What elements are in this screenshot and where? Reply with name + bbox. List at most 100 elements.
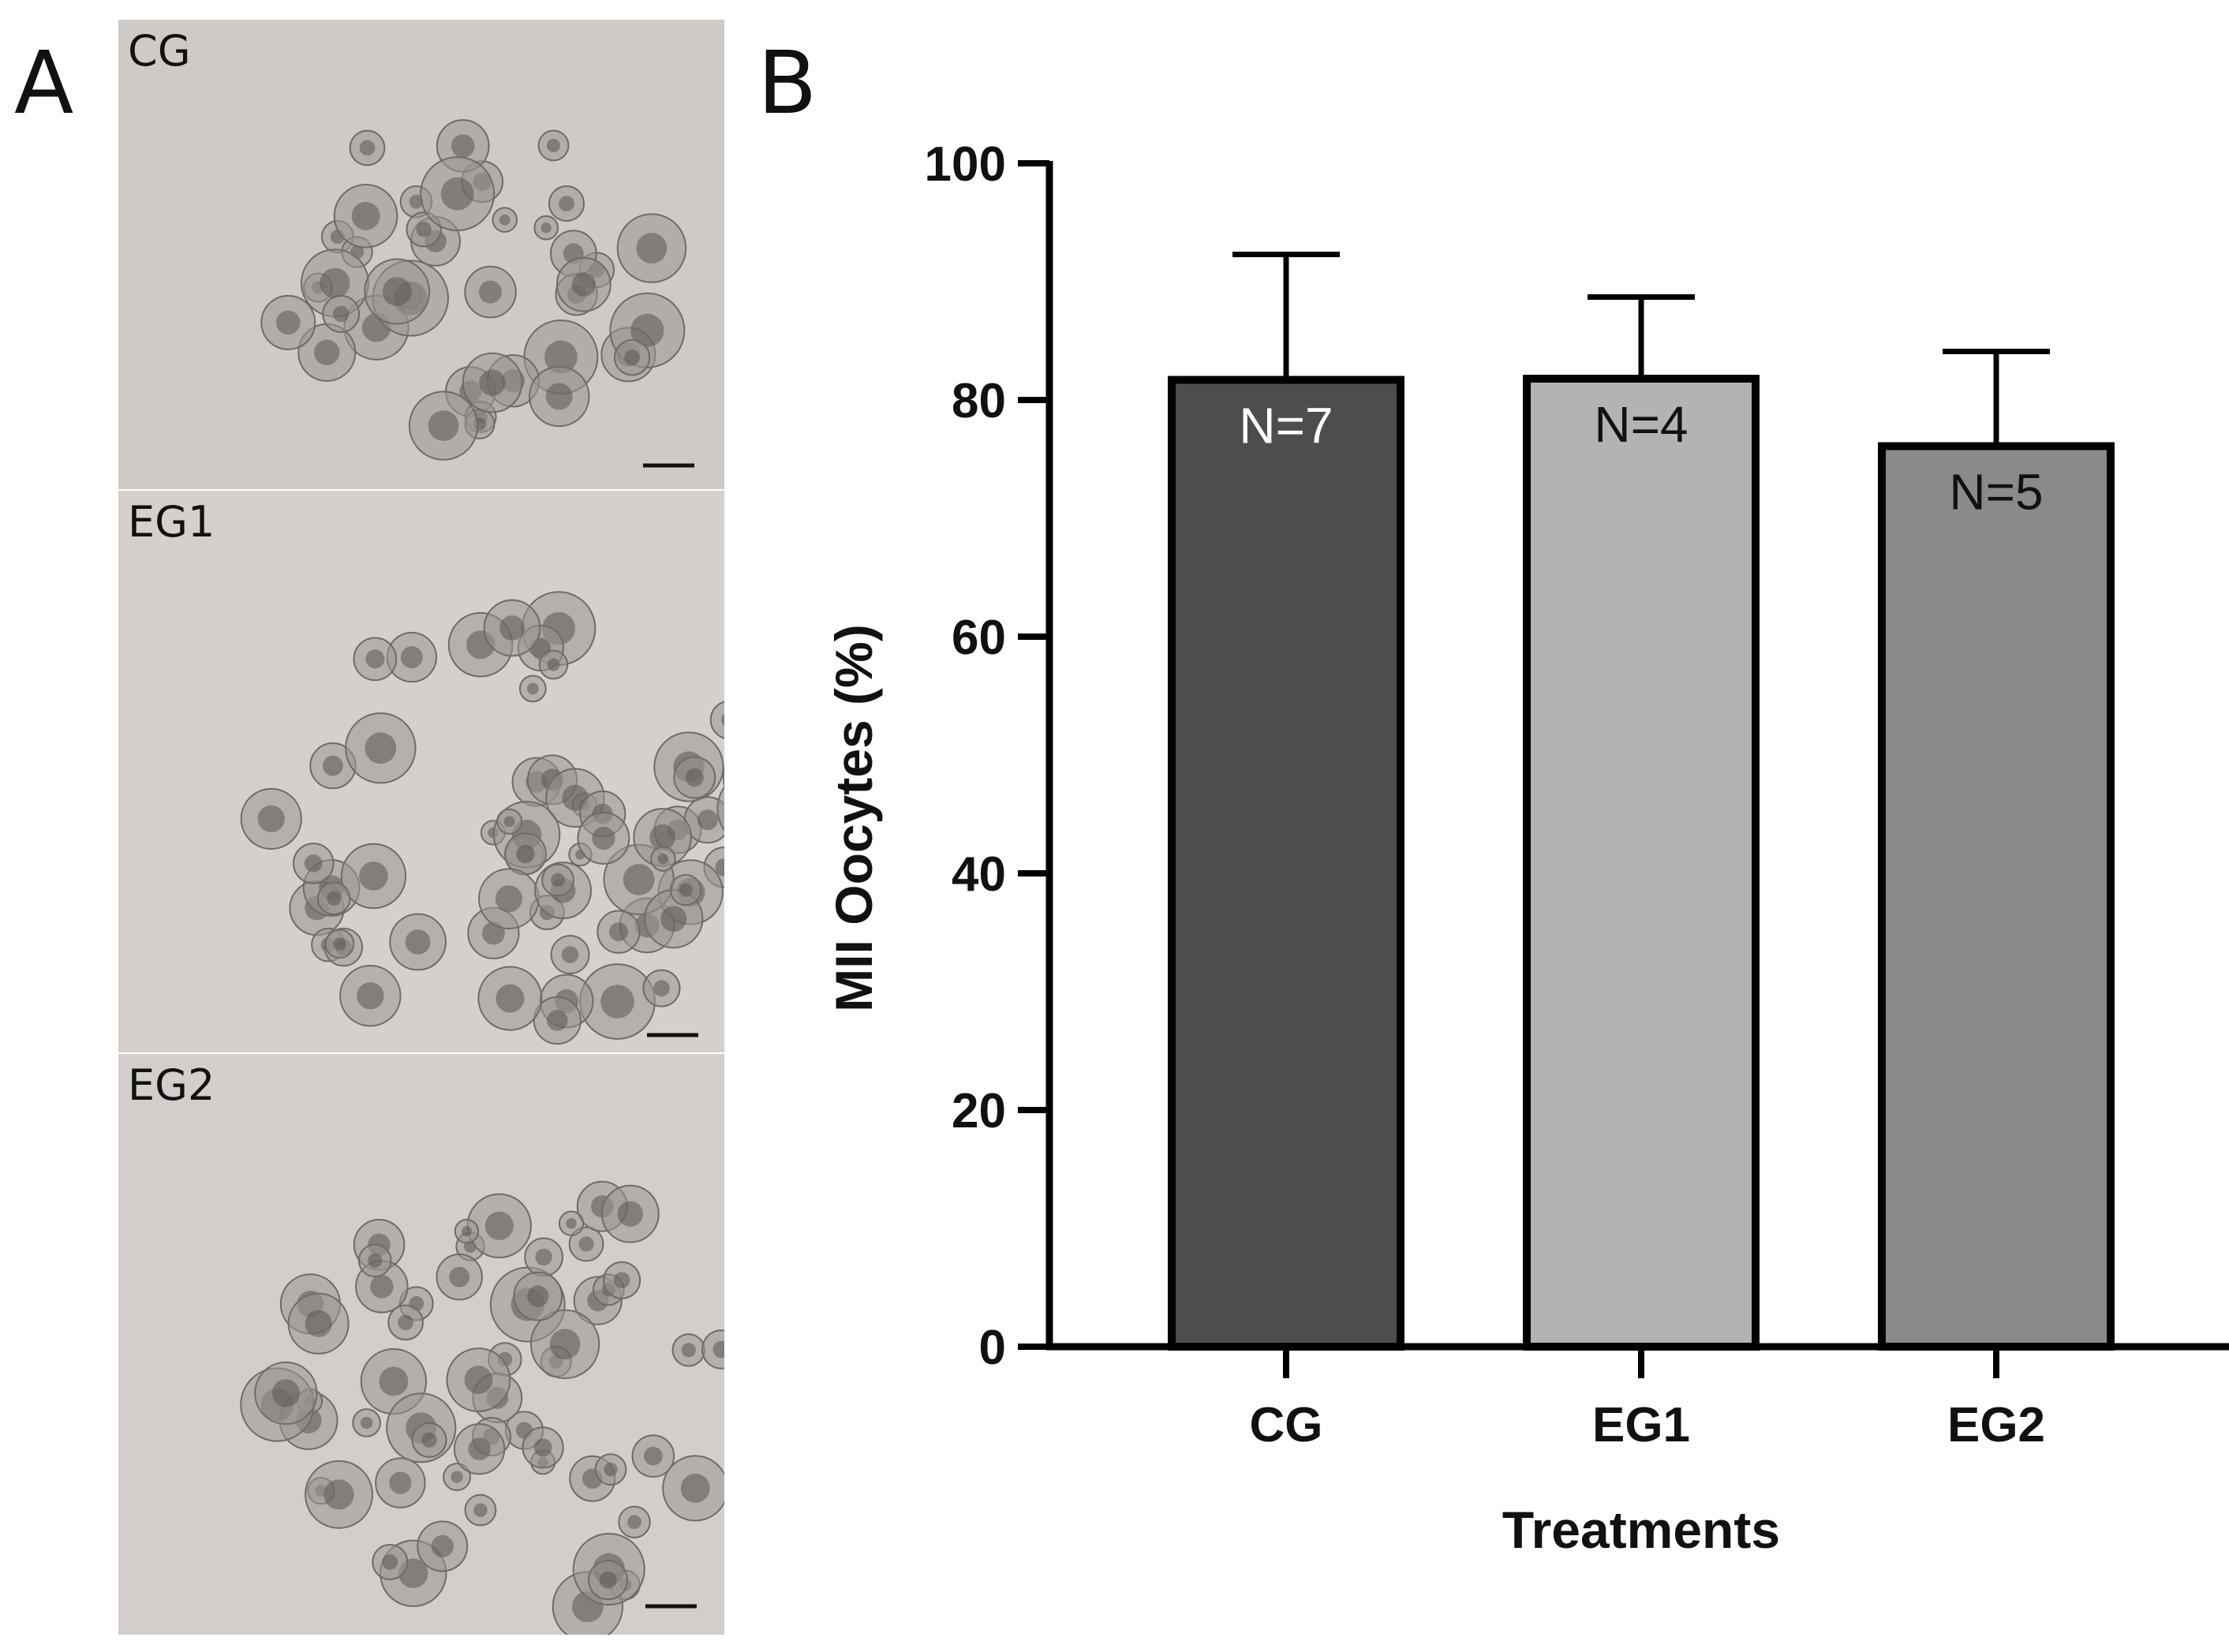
oocyte-core	[451, 134, 475, 158]
oocyte-core	[275, 310, 301, 335]
oocyte-core	[495, 885, 522, 913]
oocyte-core	[617, 1201, 644, 1227]
oocyte-core	[368, 1253, 383, 1268]
oocyte-core	[499, 214, 511, 226]
oocyte-core	[636, 233, 668, 264]
n-label: N=5	[1949, 464, 2043, 521]
oocyte-core	[360, 1416, 373, 1430]
oocyte-core	[314, 339, 340, 366]
oocyte-core	[712, 1340, 724, 1359]
oocyte-core	[479, 369, 506, 396]
y-tick-label: 0	[979, 1321, 1006, 1375]
oocyte-core	[561, 946, 579, 963]
oocyte-core	[431, 1534, 454, 1558]
oocyte-core	[271, 1379, 300, 1407]
oocyte-blob	[709, 701, 724, 739]
bar-eg1	[1523, 375, 1760, 1351]
oocyte-core	[685, 768, 704, 787]
oocyte-core	[546, 138, 561, 152]
micrograph-cg: CG	[118, 20, 724, 489]
oocyte-core	[257, 805, 285, 833]
oocyte-core	[379, 1366, 409, 1396]
oocyte-core	[549, 1329, 581, 1360]
oocyte-core	[660, 906, 687, 933]
oocyte-core	[323, 755, 343, 776]
oocyte-core	[527, 1285, 549, 1307]
n-label: N=7	[1239, 398, 1333, 454]
oocyte-blob	[716, 785, 724, 832]
x-axis-title: Treatments	[1502, 1501, 1780, 1559]
y-tick-label: 80	[952, 374, 1006, 428]
panel-a-letter: A	[14, 32, 74, 133]
micrograph-label: CG	[128, 26, 191, 76]
oocyte-core	[400, 646, 423, 669]
oocyte-core	[720, 713, 724, 727]
oocyte-core	[545, 383, 573, 410]
oocyte-core	[496, 984, 525, 1013]
oocyte-core	[697, 809, 718, 831]
oocyte-core	[440, 177, 474, 211]
micrograph-label: EG1	[128, 497, 215, 547]
oocyte-core	[551, 873, 565, 888]
oocyte-core	[604, 1462, 618, 1477]
bar-eg2	[1878, 442, 2115, 1351]
y-tick-label: 20	[952, 1084, 1006, 1138]
oocyte-core	[416, 222, 432, 237]
oocyte-core	[468, 1437, 491, 1460]
oocyte-core	[535, 1248, 552, 1266]
oocyte-core	[540, 222, 552, 234]
oocyte-core	[600, 985, 634, 1018]
oocyte-core	[333, 937, 346, 951]
n-label: N=4	[1594, 396, 1688, 453]
oocyte-core	[544, 340, 578, 374]
oocyte-core	[389, 1471, 412, 1494]
oocyte-core	[680, 1473, 710, 1503]
oocyte-core	[359, 862, 388, 891]
oocyte-core	[559, 196, 574, 211]
oocyte-core	[592, 826, 615, 850]
oocyte-core	[484, 1211, 514, 1240]
oocyte-core	[499, 615, 525, 641]
x-tick-label: CG	[1250, 1398, 1323, 1452]
y-tick-label: 40	[952, 847, 1006, 902]
oocyte-core	[405, 929, 431, 955]
oocyte-core	[547, 658, 560, 671]
oocyte-core	[681, 1343, 696, 1358]
oocyte-core	[608, 922, 628, 942]
oocyte-core	[624, 349, 641, 366]
oocyte-core	[324, 1479, 354, 1510]
oocyte-core	[653, 980, 670, 996]
oocyte-core	[627, 1515, 641, 1530]
oocyte-core	[365, 732, 397, 764]
oocyte-core	[449, 1266, 470, 1288]
oocyte-core	[479, 280, 503, 304]
oocyte-core	[599, 1571, 617, 1589]
y-tick-label: 100	[925, 137, 1006, 192]
oocyte-cluster-micrograph-icon	[118, 1054, 724, 1635]
micrograph-label: EG2	[128, 1060, 215, 1110]
bar-cg	[1168, 376, 1404, 1351]
oocyte-core	[332, 305, 350, 323]
y-tick-label: 60	[952, 611, 1006, 665]
oocyte-core	[630, 313, 664, 347]
oocyte-core	[643, 1446, 663, 1466]
oocyte-core	[351, 201, 380, 230]
oocyte-core	[428, 410, 459, 441]
oocyte-core	[421, 1432, 437, 1448]
micrograph-eg2: EG2	[118, 1054, 724, 1635]
x-tick-label: EG1	[1592, 1398, 1690, 1452]
oocyte-core	[526, 682, 539, 695]
x-tick-label: EG2	[1947, 1398, 2045, 1452]
oocyte-core	[578, 1236, 594, 1252]
oocyte-core	[657, 853, 669, 865]
oocyte-core	[473, 1503, 488, 1517]
y-axis-title: MII Oocytes (%)	[825, 624, 883, 1011]
oocyte-core	[715, 858, 724, 876]
oocyte-cluster-micrograph-icon	[118, 20, 724, 489]
oocyte-core	[461, 1226, 473, 1237]
oocyte-core	[571, 272, 597, 297]
oocyte-core	[357, 981, 384, 1010]
oocyte-core	[503, 816, 515, 828]
oocyte-core	[464, 1366, 493, 1395]
oocyte-core	[320, 267, 350, 298]
